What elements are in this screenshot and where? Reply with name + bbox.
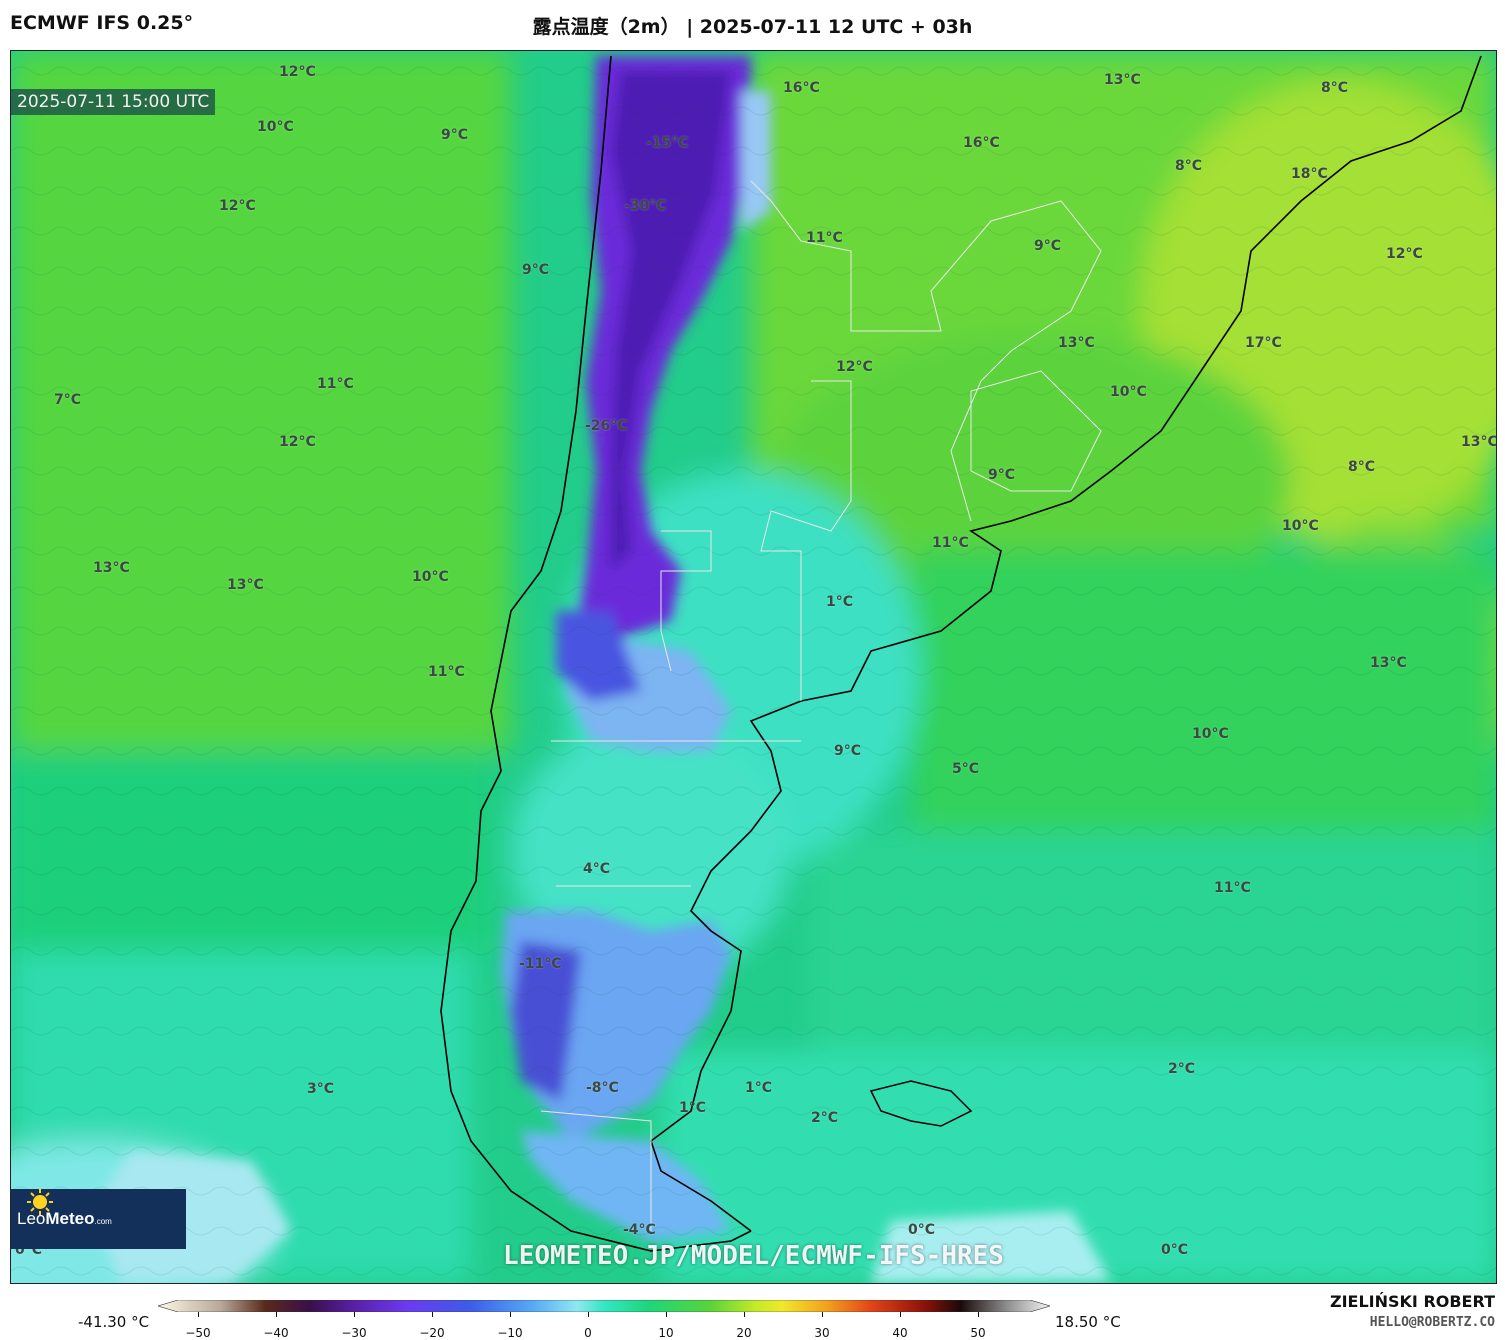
- temp-label: 12°C: [836, 359, 873, 375]
- colorbar: [158, 1300, 1050, 1312]
- temp-label: 10°C: [412, 569, 449, 585]
- temp-label: 10°C: [1282, 518, 1319, 534]
- temp-label: 10°C: [1192, 726, 1229, 742]
- colorbar-min-label: -41.30 °C: [78, 1313, 150, 1331]
- temp-label: -11°C: [519, 956, 562, 972]
- valid-time: 2025-07-11 15:00 UTC: [11, 89, 216, 115]
- colorbar-max-label: 18.50 °C: [1055, 1313, 1121, 1331]
- temp-label: 1°C: [826, 594, 854, 610]
- colorbar-tick-label: 50: [970, 1326, 986, 1340]
- temp-label: 11°C: [806, 230, 843, 246]
- temp-label: 11°C: [932, 535, 969, 551]
- temp-label: 7°C: [54, 392, 82, 408]
- colorbar-tick: [198, 1312, 199, 1317]
- temp-label: 9°C: [1034, 238, 1062, 254]
- colorbar-tick-label: −30: [341, 1326, 367, 1340]
- temp-label: 12°C: [219, 198, 256, 214]
- model-name: ECMWF IFS 0.25°: [10, 12, 194, 34]
- temp-label: 2°C: [1168, 1061, 1196, 1077]
- temp-label: 0°C: [908, 1222, 936, 1238]
- colorbar-tick: [276, 1312, 277, 1317]
- temp-label: 12°C: [279, 64, 316, 80]
- watermark-url: LEOMETEO.JP/MODEL/ECMWF-IFS-HRES: [503, 1241, 1004, 1271]
- temp-label: 13°C: [1461, 434, 1497, 450]
- temp-label: 17°C: [1245, 335, 1282, 351]
- colorbar-tick: [744, 1312, 745, 1317]
- dewpoint-map[interactable]: 2025-07-11 15:00 UTC 12°C 10°C 9°C 12°C …: [10, 50, 1497, 1284]
- temp-label: 8°C: [1348, 459, 1376, 475]
- colorbar-tick-label: −10: [497, 1326, 523, 1340]
- temp-label: 9°C: [988, 467, 1016, 483]
- temp-label: 10°C: [257, 119, 294, 135]
- colorbar-tick-label: −50: [185, 1326, 211, 1340]
- temp-label: 3°C: [307, 1081, 335, 1097]
- borders: [540, 180, 1102, 1231]
- colorbar-tick-label: 0: [584, 1326, 592, 1340]
- temp-label: 13°C: [93, 560, 130, 576]
- colorbar-tick-label: 40: [892, 1326, 908, 1340]
- temp-label: 2°C: [811, 1110, 839, 1126]
- temp-label: 16°C: [963, 135, 1000, 151]
- temp-label: 1°C: [679, 1100, 707, 1116]
- temp-label: 9°C: [441, 127, 469, 143]
- colorbar-tick: [900, 1312, 901, 1317]
- temp-label: 11°C: [428, 664, 465, 680]
- dewpoint-field: [11, 51, 1496, 1283]
- colorbar-tick-label: −40: [263, 1326, 289, 1340]
- sun-icon: [27, 1189, 53, 1215]
- author-credit: ZIELIŃSKI ROBERT: [1329, 1292, 1495, 1311]
- colorbar-tick: [978, 1312, 979, 1317]
- temp-label: 13°C: [227, 577, 264, 593]
- temp-label: 13°C: [1058, 335, 1095, 351]
- temp-label: 0°C: [1161, 1242, 1189, 1258]
- colorbar-tick-label: 20: [736, 1326, 752, 1340]
- temp-label: 10°C: [1110, 384, 1147, 400]
- map-title: 露点温度（2m） | 2025-07-11 12 UTC + 03h: [532, 16, 973, 38]
- temp-label: -26°C: [585, 418, 628, 434]
- temp-label: -30°C: [624, 198, 667, 214]
- temp-label: 9°C: [834, 743, 862, 759]
- logo-text: LeoMeteo.com: [17, 1209, 112, 1228]
- colorbar-tick-label: 30: [814, 1326, 830, 1340]
- colorbar-tick: [822, 1312, 823, 1317]
- coastline: [440, 55, 1482, 1252]
- temp-label: 4°C: [583, 861, 611, 877]
- temp-label: 9°C: [522, 262, 550, 278]
- author-email[interactable]: HELLO@ROBERTZ.CO: [1369, 1315, 1495, 1330]
- temp-label: 18°C: [1291, 166, 1328, 182]
- colorbar-tick: [432, 1312, 433, 1317]
- temp-label: 11°C: [317, 376, 354, 392]
- colorbar-tick-label: 10: [658, 1326, 674, 1340]
- temp-label: 13°C: [1370, 655, 1407, 671]
- temp-label: 5°C: [952, 761, 980, 777]
- colorbar-tick: [588, 1312, 589, 1317]
- temp-label: 12°C: [279, 434, 316, 450]
- temp-label: 8°C: [1175, 158, 1203, 174]
- colorbar-tick: [510, 1312, 511, 1317]
- colorbar-tick: [666, 1312, 667, 1317]
- colorbar-tick-label: −20: [419, 1326, 445, 1340]
- temp-label: -15°C: [646, 135, 689, 151]
- temp-label: 11°C: [1214, 880, 1251, 896]
- colorbar-tick: [354, 1312, 355, 1317]
- temp-label: 13°C: [1104, 72, 1141, 88]
- temp-label: 8°C: [1321, 80, 1349, 96]
- temp-label: -4°C: [623, 1222, 656, 1238]
- temp-label: 1°C: [745, 1080, 773, 1096]
- temp-label: 16°C: [783, 80, 820, 96]
- temp-label: 12°C: [1386, 246, 1423, 262]
- temp-label: -8°C: [586, 1080, 619, 1096]
- leometeo-logo[interactable]: LeoMeteo.com: [11, 1189, 186, 1249]
